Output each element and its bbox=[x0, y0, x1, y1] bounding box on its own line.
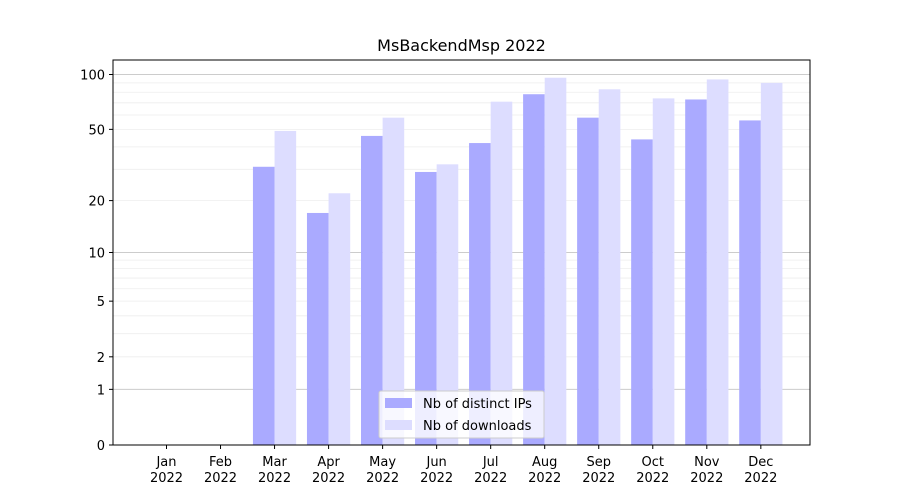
x-tick-label: Aug 2022 bbox=[528, 455, 561, 486]
bar-downloads bbox=[274, 130, 297, 445]
bar-downloads bbox=[706, 79, 729, 445]
bar-downloads bbox=[436, 164, 459, 445]
bar-distinct-ips bbox=[739, 120, 761, 445]
y-tick-label: 1 bbox=[97, 383, 105, 398]
x-axis: Jan 2022 Feb 2022 Mar 2022 Apr 2022 May 2022 Jun 20… bbox=[150, 445, 777, 486]
legend-label-downloads: Nb of downloads bbox=[423, 419, 532, 434]
bar-distinct-ips bbox=[361, 135, 383, 445]
x-tick-label: Jan 2022 bbox=[150, 455, 183, 486]
legend-box bbox=[378, 390, 545, 439]
bars-layer bbox=[252, 77, 783, 446]
bar-distinct-ips bbox=[577, 117, 599, 445]
bar-distinct-ips bbox=[631, 139, 653, 445]
x-tick-label: Nov 2022 bbox=[690, 455, 723, 486]
bar-downloads bbox=[652, 98, 675, 445]
y-tick-label: 50 bbox=[88, 123, 105, 138]
x-tick-label: Apr 2022 bbox=[312, 455, 345, 486]
x-tick-label: Jul 2022 bbox=[474, 455, 507, 486]
legend-label-distinct-ips: Nb of distinct IPs bbox=[423, 397, 532, 412]
bar-distinct-ips bbox=[306, 212, 329, 445]
legend: Nb of distinct IPs Nb of downloads bbox=[378, 390, 545, 439]
bar-downloads bbox=[598, 89, 621, 446]
x-tick-label: Mar 2022 bbox=[258, 455, 291, 486]
bar-downloads bbox=[490, 101, 513, 445]
x-tick-label: Oct 2022 bbox=[636, 455, 669, 486]
x-tick-label: May 2022 bbox=[366, 455, 399, 486]
bar-distinct-ips bbox=[469, 143, 491, 446]
chart-title: MsBackendMsp 2022 bbox=[377, 36, 546, 55]
bar-distinct-ips bbox=[523, 94, 545, 445]
y-tick-label: 10 bbox=[88, 247, 105, 262]
legend-swatch-distinct-ips bbox=[385, 398, 412, 408]
y-tick-label: 5 bbox=[97, 295, 105, 310]
bar-downloads bbox=[328, 193, 351, 445]
bar-downloads bbox=[382, 117, 405, 445]
bar-distinct-ips bbox=[415, 171, 437, 445]
x-tick-label: Jun 2022 bbox=[420, 455, 453, 486]
bar-distinct-ips bbox=[252, 166, 275, 446]
x-tick-label: Sep 2022 bbox=[582, 455, 615, 486]
y-tick-label: 100 bbox=[80, 69, 105, 84]
bar-distinct-ips bbox=[685, 99, 707, 445]
x-tick-label: Feb 2022 bbox=[204, 455, 237, 486]
legend-swatch-downloads bbox=[385, 420, 412, 430]
x-tick-label: Dec 2022 bbox=[744, 455, 777, 486]
bar-downloads bbox=[760, 82, 783, 445]
y-axis: 0 1 2 5 10 20 50 100 bbox=[80, 69, 113, 454]
y-tick-label: 2 bbox=[97, 351, 105, 366]
y-tick-label: 0 bbox=[97, 439, 105, 454]
y-tick-label: 20 bbox=[88, 195, 105, 210]
bar-downloads bbox=[544, 77, 567, 445]
